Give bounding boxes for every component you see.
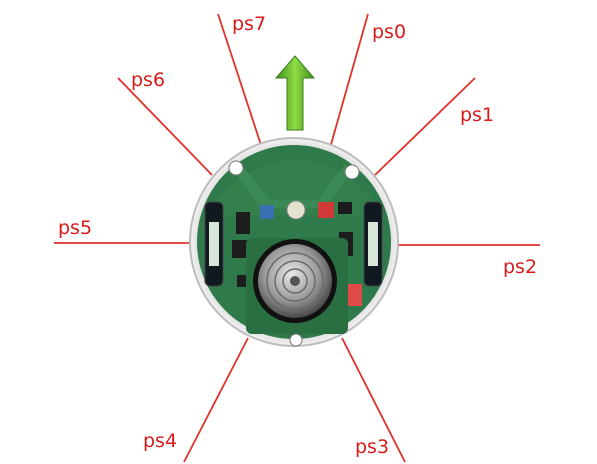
- ps5-label: ps5: [58, 217, 92, 239]
- ps3-line: [341, 337, 406, 463]
- ps2-label: ps2: [503, 256, 537, 278]
- ps0-line: [329, 13, 369, 149]
- sensor-labels: ps0 ps1 ps2 ps3 ps4 ps5 ps6 ps7: [58, 13, 537, 458]
- ps4-line: [183, 337, 249, 463]
- ps6-line: [117, 77, 213, 176]
- ps0-label: ps0: [372, 21, 406, 43]
- sensor-lines: [54, 13, 540, 463]
- forward-arrow-icon: [274, 55, 316, 131]
- ps1-label: ps1: [460, 104, 494, 126]
- ps6-label: ps6: [131, 69, 165, 91]
- ps7-label: ps7: [232, 13, 266, 35]
- ps3-label: ps3: [355, 436, 389, 458]
- ps1-line: [374, 77, 476, 176]
- ps7-line: [217, 13, 263, 149]
- e-puck-robot-icon: [189, 137, 399, 347]
- ps4-label: ps4: [143, 430, 177, 452]
